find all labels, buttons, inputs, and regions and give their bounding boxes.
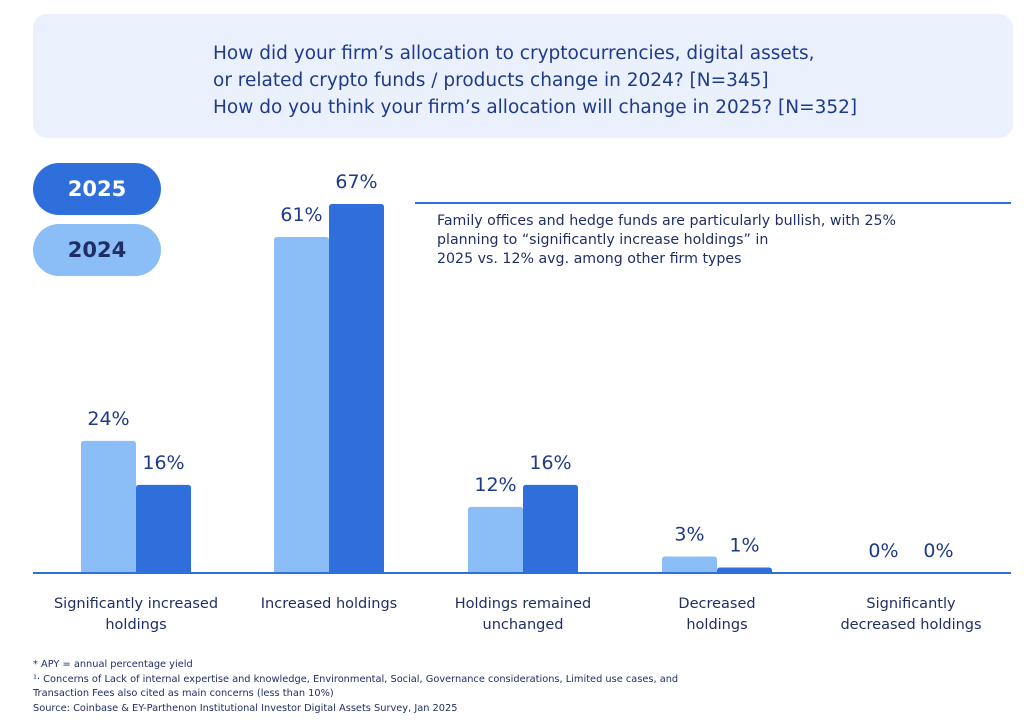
data-label-2025-4: 0% xyxy=(923,540,953,562)
bar-2025-2 xyxy=(523,484,578,573)
footnote: Transaction Fees also cited as main conc… xyxy=(33,688,334,699)
data-label-2025-2: 16% xyxy=(529,452,571,474)
bar-2024-1 xyxy=(274,237,329,573)
bar-2025-3 xyxy=(717,567,772,573)
category-label: Holdings remained xyxy=(455,596,592,612)
footnote: ¹· Concerns of Lack of internal expertis… xyxy=(33,673,679,685)
bar-2025-0 xyxy=(136,484,191,573)
bar-2024-3 xyxy=(662,556,717,573)
title-line: How did your firm’s allocation to crypto… xyxy=(213,43,815,64)
category-label: unchanged xyxy=(483,617,564,633)
bar-2024-2 xyxy=(468,506,523,573)
data-label-2024-3: 3% xyxy=(674,523,704,545)
title-line: or related crypto funds / products chang… xyxy=(213,70,769,91)
category-label: Significantly xyxy=(866,596,956,612)
legend-2025: 2025 xyxy=(33,163,161,215)
annotation-line: planning to “significantly increase hold… xyxy=(437,232,769,248)
category-label: holdings xyxy=(105,617,166,633)
category-label: Increased holdings xyxy=(261,596,397,612)
chart-title: How did your firm’s allocation to crypto… xyxy=(213,40,857,121)
bar-2024-0 xyxy=(81,440,136,573)
annotation-divider xyxy=(415,202,1011,204)
data-label-2024-1: 61% xyxy=(280,204,322,226)
footnote-source: Source: Coinbase & EY-Parthenon Institut… xyxy=(33,702,458,714)
title-panel: How did your firm’s allocation to crypto… xyxy=(33,14,1013,138)
bar-chart: 24% 61% 12% 3% 0% 16% 67% 16% 1% 0% Significantly … xyxy=(33,171,1011,633)
legend-2024: 2024 xyxy=(33,224,161,276)
title-line: How do you think your firm’s allocation … xyxy=(213,97,858,118)
footnote: * APY = annual percentage yield xyxy=(33,659,193,670)
annotation-line: Family offices and hedge funds are parti… xyxy=(437,213,897,229)
footnotes: * APY = annual percentage yield ¹· Conce… xyxy=(33,658,993,716)
category-label: Decreased xyxy=(678,596,755,612)
data-label-2025-3: 1% xyxy=(729,534,759,556)
annotation-line: 2025 vs. 12% avg. among other firm types xyxy=(437,251,742,267)
data-label-2025-0: 16% xyxy=(142,452,184,474)
data-label-2025-1: 67% xyxy=(335,171,377,193)
data-label-2024-4: 0% xyxy=(868,540,898,562)
category-label: decreased holdings xyxy=(840,617,981,633)
category-label: holdings xyxy=(686,617,747,633)
bar-2025-1 xyxy=(329,204,384,573)
data-label-2024-0: 24% xyxy=(87,408,129,430)
data-label-2024-2: 12% xyxy=(474,474,516,496)
category-label: Significantly increased xyxy=(54,596,218,612)
annotation-note: Family offices and hedge funds are parti… xyxy=(437,212,997,269)
